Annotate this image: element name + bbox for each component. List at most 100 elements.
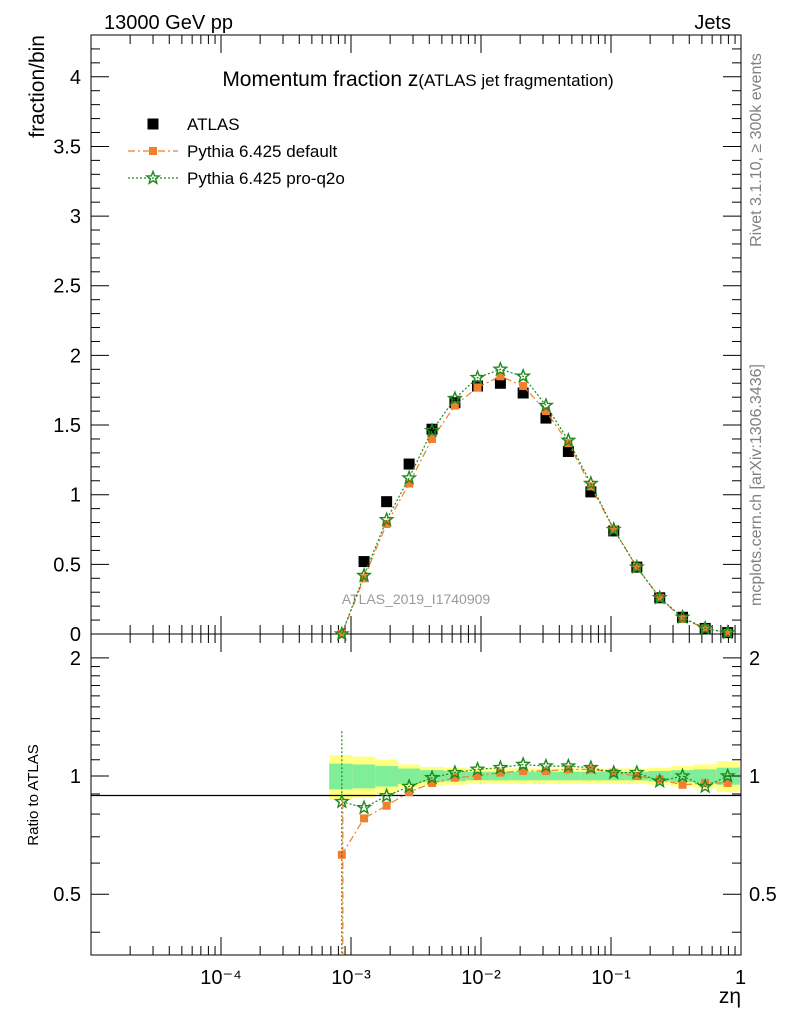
main-y-axis: 0 0.5 1 1.5 2 2.5 3 3.5 4 bbox=[53, 48, 741, 646]
data-point bbox=[605, 521, 622, 537]
band-inner bbox=[329, 763, 353, 790]
legend-marker bbox=[149, 147, 157, 155]
y-tick-label: 1 bbox=[70, 485, 81, 507]
ratio-point bbox=[355, 799, 373, 815]
y-tick-label: 3 bbox=[70, 206, 81, 228]
band-inner bbox=[671, 770, 695, 783]
data-point bbox=[428, 434, 437, 443]
data-point bbox=[403, 458, 415, 470]
band-inner bbox=[534, 771, 558, 781]
chart-title-suffix: (ATLAS jet fragmentation) bbox=[418, 71, 613, 90]
ratio-point bbox=[651, 772, 668, 789]
ratio-point bbox=[378, 787, 395, 803]
header-left-text: 13000 GeV pp bbox=[104, 12, 233, 34]
ratio-point bbox=[337, 850, 346, 859]
data-point bbox=[401, 469, 418, 485]
mcplots-label: mcplots.cern.ch [arXiv:1306.3436] bbox=[748, 364, 765, 606]
band-inner bbox=[580, 771, 603, 781]
ratio-point bbox=[697, 778, 714, 794]
ratio-point bbox=[719, 767, 736, 783]
y-tick-label: 0.5 bbox=[53, 554, 81, 576]
ratio-point bbox=[428, 778, 437, 787]
data-point bbox=[519, 382, 528, 391]
ratio-y-axis: 0.5 0.5 1 1 2 2 bbox=[53, 648, 777, 933]
ratio-point bbox=[582, 759, 599, 775]
ratio-point bbox=[496, 768, 505, 777]
data-point bbox=[426, 423, 438, 435]
series-2 bbox=[333, 360, 736, 815]
data-point bbox=[678, 614, 687, 623]
y-tick-label: 3.5 bbox=[53, 136, 81, 158]
data-point bbox=[697, 619, 714, 636]
data-point bbox=[333, 625, 350, 641]
x-tick-label: 10⁻² bbox=[461, 967, 501, 989]
ratio-point bbox=[469, 760, 486, 777]
ratio-point bbox=[674, 767, 691, 783]
ratio-point bbox=[560, 757, 577, 773]
analysis-id-watermark: ATLAS_2019_I1740909 bbox=[342, 591, 491, 607]
x-tick-label: 1 bbox=[735, 967, 746, 989]
legend-label: Pythia 6.425 default bbox=[187, 142, 338, 161]
band-inner bbox=[352, 764, 376, 789]
band-inner bbox=[557, 771, 581, 781]
ratio-plot-frame bbox=[90, 633, 742, 956]
chart-title: Momentum fraction z(ATLAS jet fragmentat… bbox=[222, 68, 613, 91]
data-point bbox=[473, 383, 482, 392]
ratio-point bbox=[723, 778, 732, 787]
data-point bbox=[719, 624, 736, 640]
ratio-point bbox=[360, 814, 369, 823]
data-point bbox=[358, 556, 370, 568]
data-point bbox=[655, 593, 664, 602]
ratio-point bbox=[655, 775, 664, 784]
data-point bbox=[723, 628, 732, 637]
x-axis-title: zη bbox=[719, 985, 741, 1008]
data-point bbox=[405, 479, 414, 488]
y-tick-label: 0 bbox=[70, 624, 81, 646]
data-point bbox=[492, 360, 509, 377]
legend-label: ATLAS bbox=[187, 115, 240, 134]
data-point bbox=[582, 475, 599, 491]
legend-marker bbox=[144, 169, 162, 185]
data-point bbox=[515, 367, 532, 384]
ratio-point bbox=[541, 766, 550, 775]
series-line-1 bbox=[341, 375, 728, 635]
ratio-tick-label-right: 0.5 bbox=[749, 884, 777, 906]
data-point bbox=[540, 412, 552, 424]
ratio-tick-label: 1 bbox=[70, 766, 81, 788]
series-layer bbox=[333, 360, 736, 955]
ratio-point bbox=[605, 764, 622, 780]
ratio-tick-label: 0.5 bbox=[53, 884, 81, 906]
data-point bbox=[517, 387, 529, 399]
ratio-point bbox=[450, 773, 459, 782]
data-point bbox=[609, 525, 618, 534]
x-tick-label: 10⁻³ bbox=[331, 967, 371, 989]
data-point bbox=[446, 390, 464, 406]
legend-marker bbox=[147, 118, 159, 130]
x-tick-label: 10⁻¹ bbox=[591, 967, 631, 989]
ratio-point bbox=[537, 757, 555, 773]
ratio-point bbox=[701, 778, 710, 787]
data-point bbox=[674, 608, 691, 625]
ratio-point bbox=[382, 801, 391, 810]
data-point bbox=[541, 407, 550, 416]
first-bin-error-bars bbox=[341, 731, 344, 955]
data-point bbox=[628, 558, 645, 575]
data-point bbox=[537, 397, 555, 413]
data-point bbox=[423, 422, 441, 438]
legend: ATLAS Pythia 6.425 default Pythia 6.425 pr… bbox=[128, 115, 345, 188]
ratio-point bbox=[586, 765, 595, 774]
data-point bbox=[469, 369, 486, 385]
ratio-point bbox=[473, 772, 482, 781]
ratio-point bbox=[405, 788, 414, 797]
data-point bbox=[494, 377, 506, 389]
ratio-tick-label-right: 1 bbox=[749, 766, 760, 788]
y-tick-label: 4 bbox=[70, 67, 81, 89]
ratio-point bbox=[401, 778, 418, 794]
ratio-tick-label: 2 bbox=[70, 648, 81, 670]
band-inner bbox=[398, 768, 421, 784]
y-tick-label: 2.5 bbox=[53, 276, 81, 298]
legend-label: Pythia 6.425 pro-q2o bbox=[187, 169, 345, 188]
y-tick-label: 2 bbox=[70, 345, 81, 367]
ratio-point bbox=[423, 769, 441, 785]
